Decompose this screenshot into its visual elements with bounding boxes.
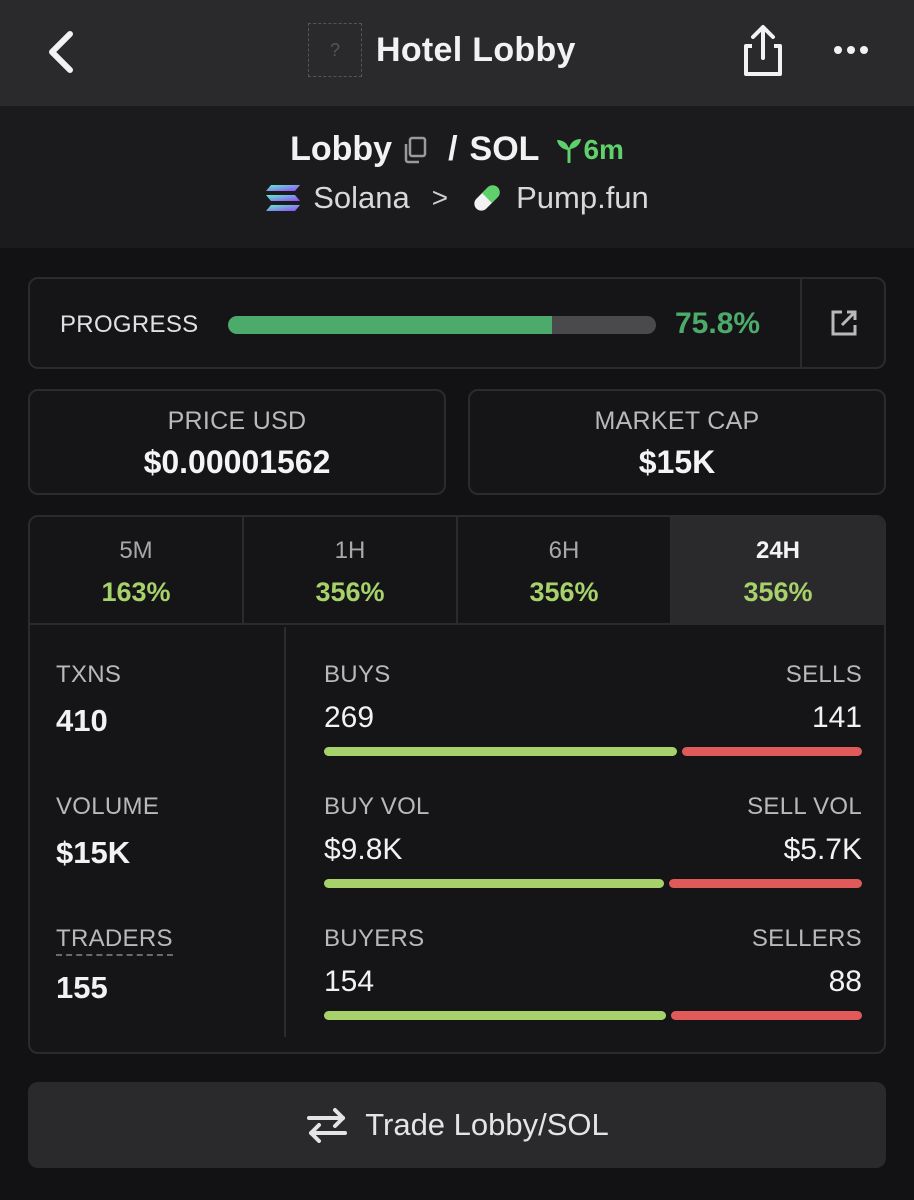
traders-metric: TRADERS 155 xyxy=(56,925,173,1006)
timeframe-stats-card: 5M 163% 1H 356% 6H 356% 24H 356% TXNS 410 VOLUM… xyxy=(28,515,886,1054)
volume-metric: VOLUME $15K xyxy=(56,793,159,871)
sells-label: SELLS xyxy=(785,661,862,688)
metrics-column: TXNS 410 VOLUME $15K TRADERS 155 xyxy=(30,627,286,1037)
buys-value: 269 xyxy=(324,701,375,734)
timeframe-change: 356% xyxy=(743,577,813,607)
progress-bar-fill xyxy=(228,316,553,334)
solana-icon xyxy=(266,185,301,211)
buy-vol-value: $9.8K xyxy=(324,833,403,866)
token-logo-placeholder: ? xyxy=(308,23,362,77)
sellers-label: SELLERS xyxy=(751,925,862,952)
market-cap-label: MARKET CAP xyxy=(594,407,760,435)
pair-separator: / xyxy=(448,130,458,168)
buyers-bar-segment xyxy=(324,1011,667,1020)
pair-age: 6m xyxy=(555,133,624,166)
timeframe-tab-6h[interactable]: 6H 356% xyxy=(458,517,672,623)
chain-name[interactable]: Solana xyxy=(313,180,410,215)
bonding-progress-card: PROGRESS 75.8% xyxy=(28,277,886,369)
buy-sell-volume-bar xyxy=(324,879,862,888)
title-group: ? Hotel Lobby xyxy=(308,22,576,78)
market-cap-card: MARKET CAP $15K xyxy=(468,389,886,495)
dex-name[interactable]: Pump.fun xyxy=(516,180,649,215)
buyers-sellers-split: BUYERS SELLERS 154 88 xyxy=(324,925,862,1020)
timeframe-tab-1h[interactable]: 1H 356% xyxy=(244,517,458,623)
buy-vol-bar-segment xyxy=(324,879,665,888)
more-dot-icon xyxy=(860,46,868,54)
timeframe-tabs: 5M 163% 1H 356% 6H 356% 24H 356% xyxy=(30,517,884,625)
buy-sell-volume-split: BUY VOL SELL VOL $9.8K $5.7K xyxy=(324,793,862,888)
timeframe-change: 163% xyxy=(101,577,171,607)
volume-value: $15K xyxy=(56,835,131,870)
price-value: $0.00001562 xyxy=(143,444,331,480)
progress-label: PROGRESS xyxy=(60,311,199,338)
sellers-value: 88 xyxy=(828,965,862,998)
price-card: PRICE USD $0.00001562 xyxy=(28,389,446,495)
share-button[interactable] xyxy=(738,22,788,78)
timeframe-label: 1H xyxy=(334,537,366,564)
buyers-sellers-bar xyxy=(324,1011,862,1020)
market-cap-value: $15K xyxy=(638,444,716,480)
buys-sells-bar xyxy=(324,747,862,756)
sells-bar-segment xyxy=(681,747,862,756)
quote-symbol: SOL xyxy=(469,130,540,168)
more-options-button[interactable] xyxy=(828,30,874,70)
top-bar: ? Hotel Lobby xyxy=(0,0,914,106)
timeframe-label: 5M xyxy=(119,537,153,564)
buys-label: BUYS xyxy=(324,661,391,688)
pair-info: Lobby / SOL 6m S xyxy=(0,106,914,248)
timeframe-tab-5m[interactable]: 5M 163% xyxy=(30,517,244,623)
txns-label: TXNS xyxy=(56,661,122,688)
token-symbol: Lobby xyxy=(290,130,393,168)
swap-arrows-icon xyxy=(307,1108,348,1143)
timeframe-label: 6H xyxy=(548,537,580,564)
buys-sells-split: BUYS SELLS 269 141 xyxy=(324,661,862,756)
sell-vol-value: $5.7K xyxy=(783,833,862,866)
timeframe-change: 356% xyxy=(529,577,599,607)
timeframe-label: 24H xyxy=(755,537,801,564)
buys-bar-segment xyxy=(324,747,677,756)
buyers-value: 154 xyxy=(324,965,375,998)
timeframe-tab-24h[interactable]: 24H 356% xyxy=(672,517,884,623)
sellers-bar-segment xyxy=(671,1011,862,1020)
pill-icon xyxy=(474,185,500,211)
copy-icon[interactable] xyxy=(402,136,428,164)
progress-percent: 75.8% xyxy=(675,307,761,340)
sprout-icon xyxy=(557,138,582,163)
chevron-left-icon xyxy=(49,31,73,73)
traders-label[interactable]: TRADERS xyxy=(56,925,173,956)
progress-bar xyxy=(228,316,656,334)
page-title: Hotel Lobby xyxy=(376,30,576,69)
more-dot-icon xyxy=(847,46,855,54)
volume-label: VOLUME xyxy=(56,793,160,820)
sells-value: 141 xyxy=(811,701,862,734)
traders-value: 155 xyxy=(56,970,108,1005)
timeframe-change: 356% xyxy=(315,577,385,607)
buyers-label: BUYERS xyxy=(324,925,425,952)
buy-vol-label: BUY VOL xyxy=(324,793,430,820)
trade-button[interactable]: Trade Lobby/SOL xyxy=(28,1082,886,1168)
chevron-right-icon: > xyxy=(431,182,449,213)
txns-metric: TXNS 410 xyxy=(56,661,121,739)
price-label: PRICE USD xyxy=(167,407,307,435)
sell-vol-label: SELL VOL xyxy=(747,793,862,820)
pair-age-text: 6m xyxy=(583,133,624,165)
txns-value: 410 xyxy=(56,703,108,738)
pair-line: Lobby / SOL 6m xyxy=(0,130,914,169)
external-link-icon xyxy=(831,310,857,336)
sell-vol-bar-segment xyxy=(669,879,862,888)
share-icon xyxy=(744,25,782,76)
back-button[interactable] xyxy=(38,28,86,76)
chain-breadcrumb: Solana > Pump.fun xyxy=(0,180,914,216)
more-dot-icon xyxy=(834,46,842,54)
open-external-button[interactable] xyxy=(800,279,886,367)
trade-button-label: Trade Lobby/SOL xyxy=(365,1107,609,1142)
